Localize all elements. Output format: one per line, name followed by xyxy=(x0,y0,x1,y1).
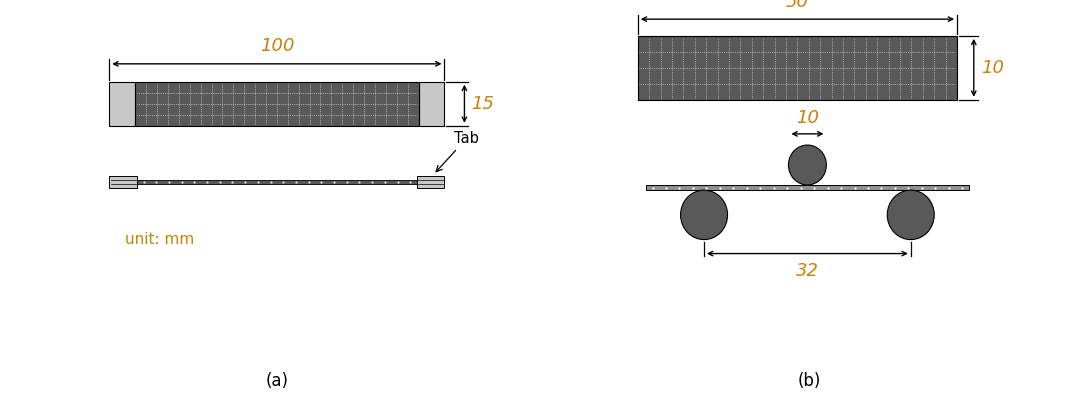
Bar xyxy=(638,36,957,100)
Text: (b): (b) xyxy=(798,372,821,390)
Bar xyxy=(135,82,419,126)
Bar xyxy=(110,82,135,126)
Bar xyxy=(645,185,969,190)
Bar xyxy=(137,180,416,184)
Text: unit: mm: unit: mm xyxy=(126,232,195,247)
Text: 15: 15 xyxy=(472,95,494,113)
Ellipse shape xyxy=(887,190,934,239)
Text: 32: 32 xyxy=(796,262,819,280)
Text: 10: 10 xyxy=(796,109,819,126)
Text: Tab: Tab xyxy=(437,130,479,172)
Text: 50: 50 xyxy=(786,0,809,11)
Text: 100: 100 xyxy=(260,37,294,55)
Text: (a): (a) xyxy=(265,372,289,390)
Bar xyxy=(416,176,444,188)
Bar xyxy=(419,82,444,126)
Bar xyxy=(110,176,137,188)
Ellipse shape xyxy=(788,145,826,185)
Text: 10: 10 xyxy=(981,59,1004,77)
Ellipse shape xyxy=(681,190,727,239)
